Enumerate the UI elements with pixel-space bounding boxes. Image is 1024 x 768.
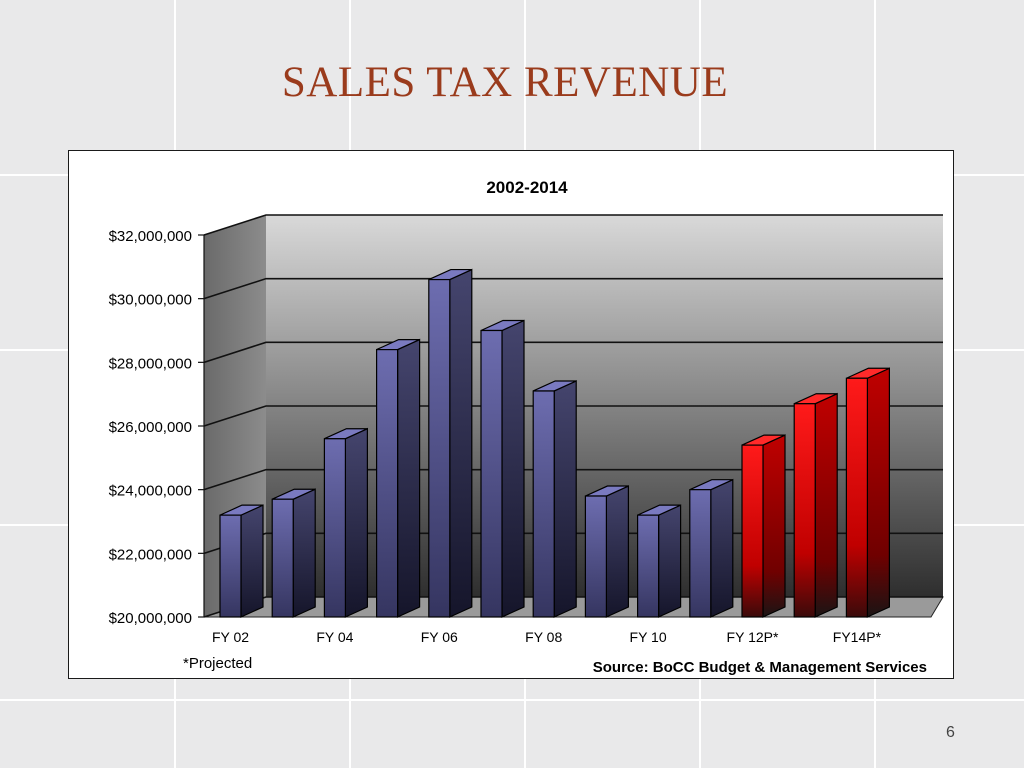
bar-side [866, 367, 891, 618]
bar [584, 485, 630, 618]
source-note: Source: BoCC Budget & Management Service… [593, 659, 927, 676]
y-tick-label: $22,000,000 [109, 546, 192, 563]
chart-title: 2002-2014 [486, 178, 568, 197]
bars [219, 268, 891, 618]
bar-side [814, 392, 838, 618]
bar-side [657, 504, 682, 618]
gridline [203, 405, 943, 427]
page-number: 6 [946, 724, 955, 741]
bar-front [428, 278, 451, 618]
x-tick-label: FY 08 [525, 629, 562, 645]
footnote-projected: *Projected [183, 655, 252, 672]
bar-front [845, 377, 869, 618]
bar-front [532, 390, 555, 618]
bar [845, 367, 891, 618]
bar-side [553, 380, 577, 618]
bar-front [689, 489, 712, 618]
x-tick-label: FY14P* [833, 629, 882, 645]
bar-side [292, 488, 316, 618]
bar-front [636, 514, 660, 618]
bar-side [344, 427, 368, 618]
y-tick-label: $32,000,000 [109, 228, 192, 245]
x-tick-label: FY 02 [212, 629, 249, 645]
chart-frame: 2002-2014 $20,000,000 $22,000,000 $24,000,… [68, 150, 954, 679]
bar [323, 427, 368, 618]
gridline [203, 468, 943, 491]
bar-front [376, 349, 399, 618]
bar-side [240, 504, 264, 618]
bar [793, 392, 838, 618]
bar-front [271, 498, 294, 618]
bar [636, 504, 682, 618]
x-tick-label: FY 06 [421, 629, 458, 645]
y-tick-label: $30,000,000 [109, 292, 192, 309]
y-tick-label: $26,000,000 [109, 419, 192, 436]
bar [376, 338, 421, 618]
bar [532, 380, 577, 618]
bar-side [762, 434, 786, 618]
gridline [203, 214, 943, 236]
y-tick-label: $20,000,000 [109, 610, 192, 627]
bar-front [480, 329, 503, 618]
y-tick-label: $28,000,000 [109, 355, 192, 372]
x-tick-label: FY 12P* [727, 629, 779, 645]
bar [219, 504, 264, 618]
bar-front [323, 438, 346, 618]
gridline [203, 277, 943, 300]
bar [689, 478, 734, 618]
bar-side [605, 485, 630, 618]
x-tick-label: FY 10 [630, 629, 667, 645]
sales-tax-chart: 2002-2014 $20,000,000 $22,000,000 $24,000,… [109, 178, 944, 676]
bar-side [710, 478, 734, 618]
x-axis-tick-labels: FY 02 FY 04 FY 06 FY 08 FY 10 FY 12P* FY14P* [212, 629, 882, 645]
bar-front [219, 514, 242, 618]
bar [271, 488, 316, 618]
bar-front [793, 403, 816, 618]
gridline [203, 341, 943, 364]
x-tick-label: FY 04 [316, 629, 353, 645]
bar-front [584, 495, 608, 618]
bar-front [741, 444, 764, 618]
bar [741, 434, 786, 618]
slide-title: SALES TAX REVENUE [281, 59, 729, 106]
gridlines [198, 214, 943, 618]
bar-side [397, 338, 421, 618]
bar-side [501, 319, 525, 618]
bar-side [449, 268, 473, 618]
y-tick-label: $24,000,000 [109, 483, 192, 500]
bar [480, 319, 525, 618]
bar [428, 268, 473, 618]
y-axis-tick-labels: $20,000,000 $22,000,000 $24,000,000 $26,000… [109, 228, 192, 627]
